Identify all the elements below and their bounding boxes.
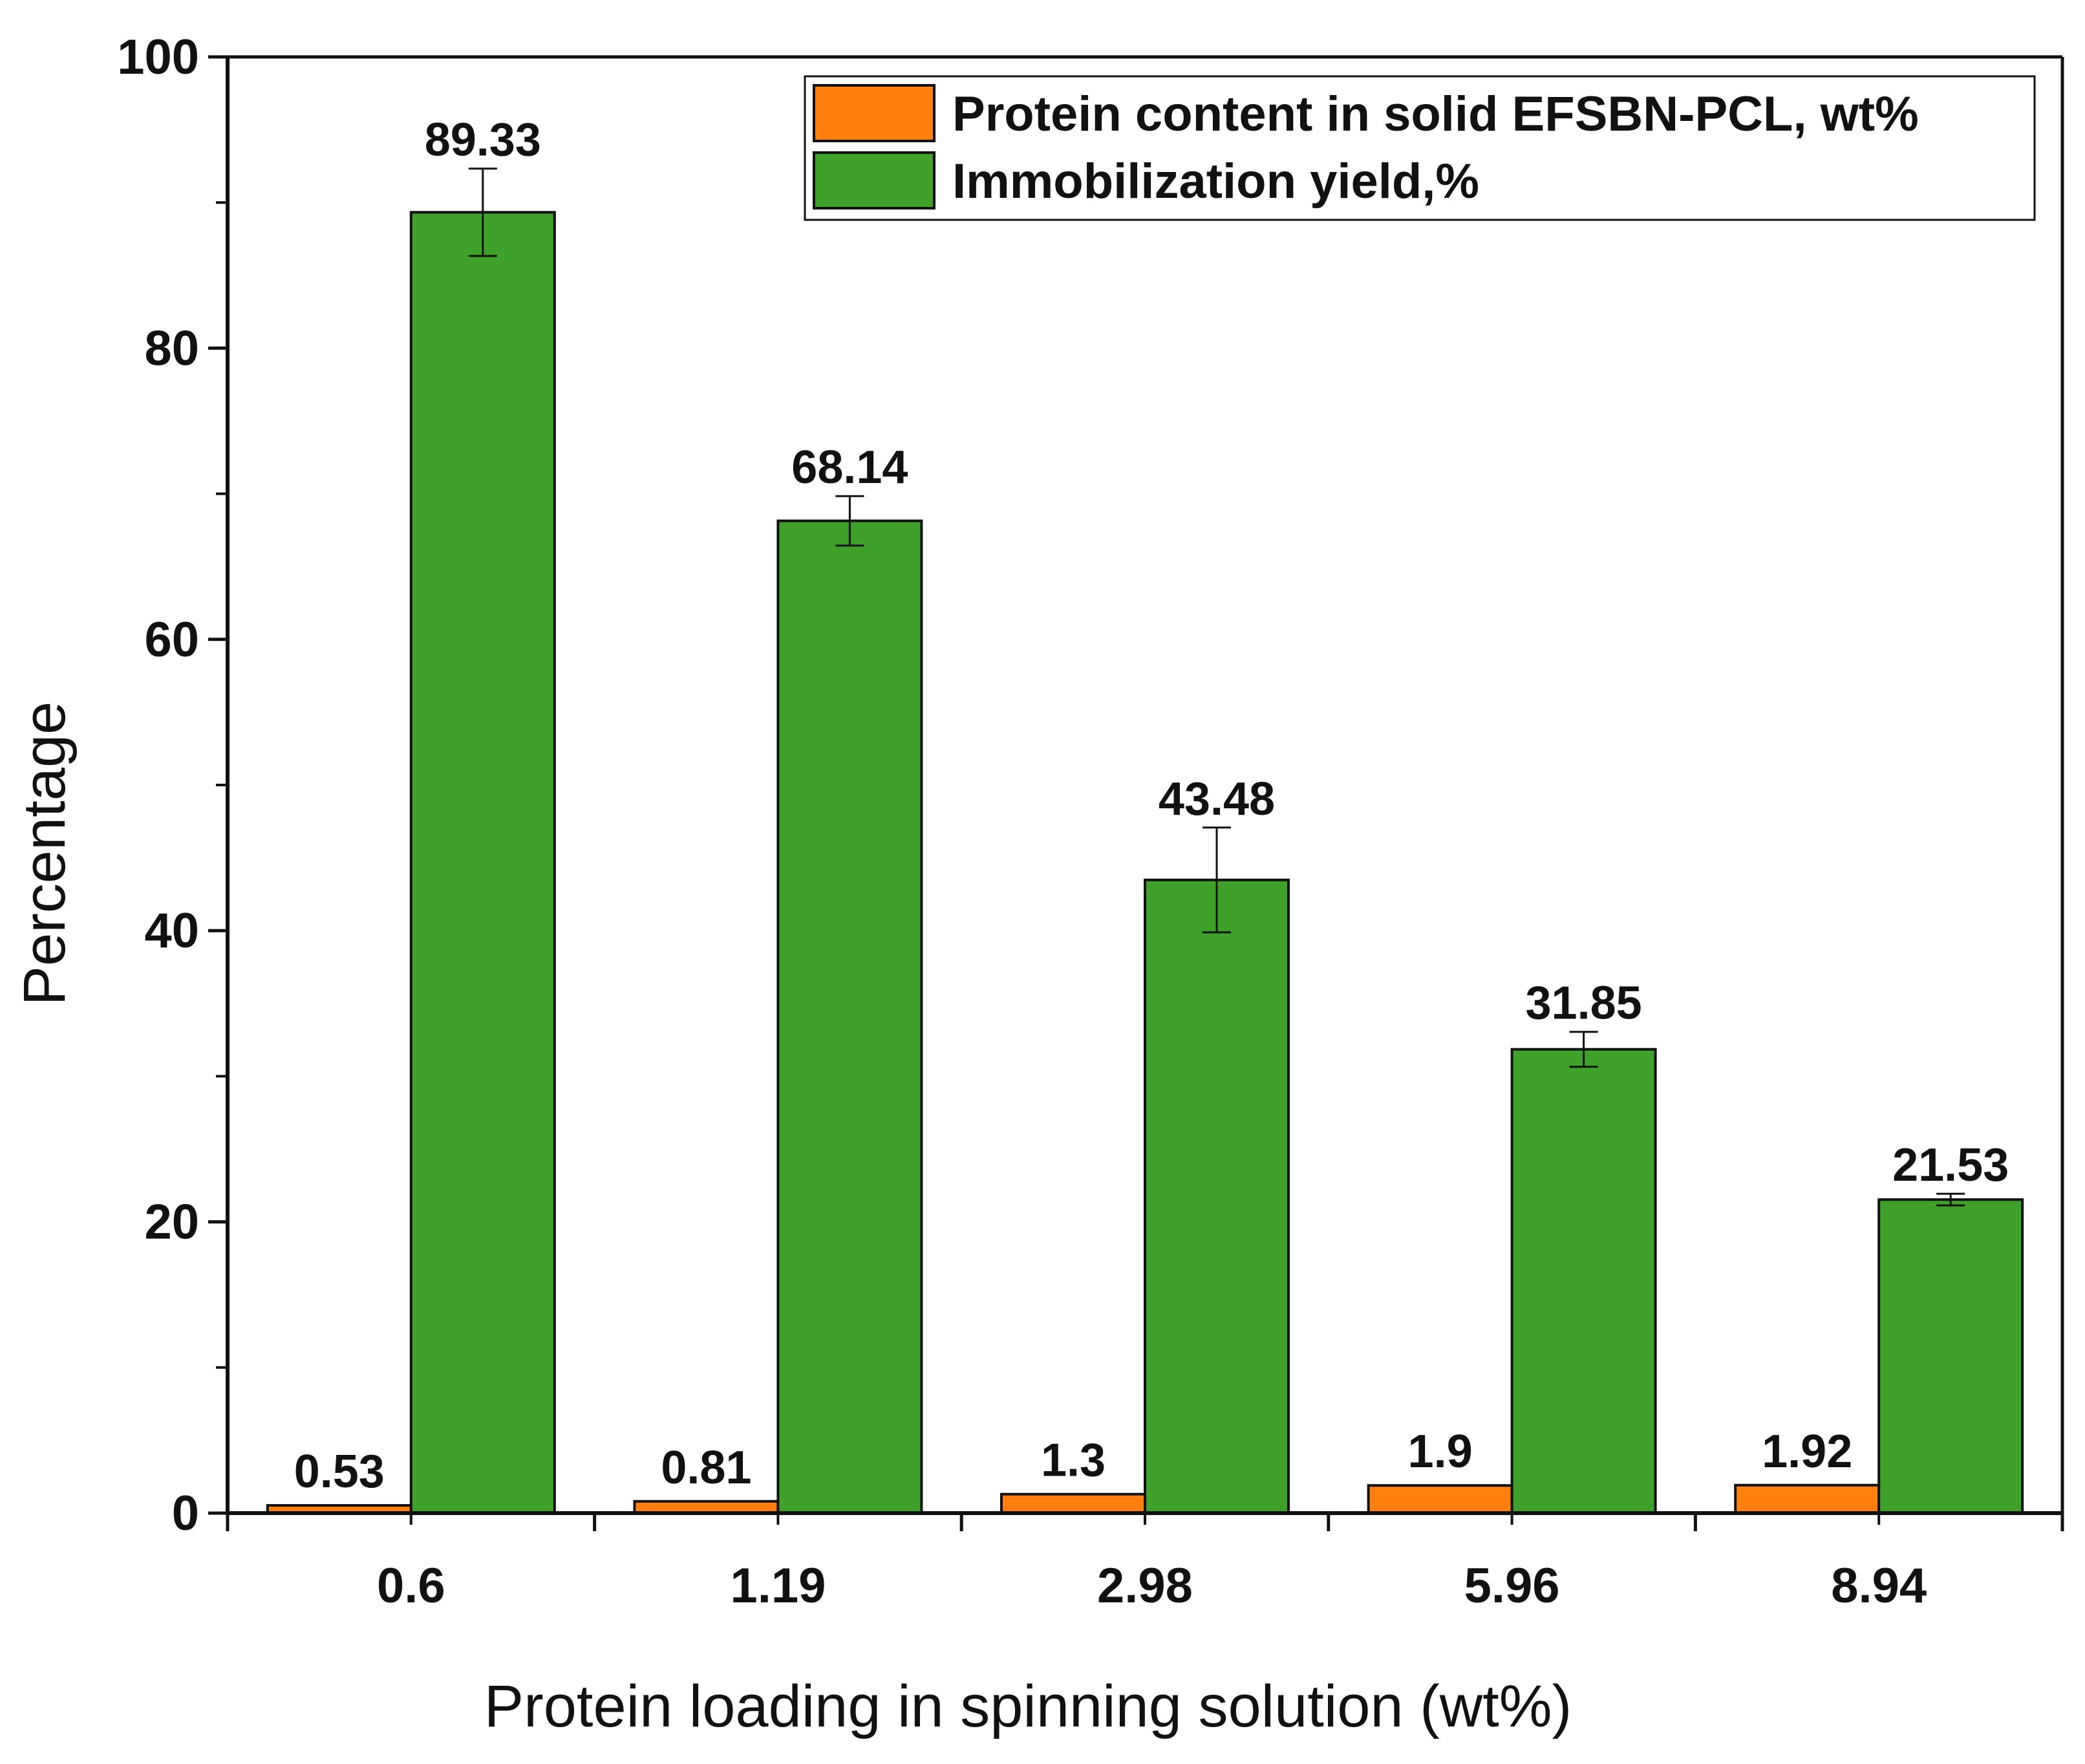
y-tick-label: 100 xyxy=(117,30,199,85)
x-tick-label: 5.96 xyxy=(1464,1558,1560,1613)
data-label: 89.33 xyxy=(425,114,541,166)
data-label: 1.3 xyxy=(1041,1435,1106,1487)
error-bars-layer xyxy=(468,167,1965,1207)
bar-protein-content xyxy=(1367,1484,1513,1514)
legend-box xyxy=(804,75,2036,221)
y-tick-label: 20 xyxy=(144,1195,199,1250)
axes-layer: 0 20 40 60 80 100 0.6 1.19 2.98 5.96 8.94 xyxy=(117,30,2064,1613)
x-axis-title: Protein loading in spinning solution (wt… xyxy=(484,1673,1572,1739)
bar-immobilization-yield xyxy=(1510,1048,1657,1515)
x-tick-label: 2.98 xyxy=(1097,1558,1193,1613)
data-label: 1.92 xyxy=(1762,1426,1852,1478)
data-label: 0.81 xyxy=(661,1442,751,1494)
data-label: 1.9 xyxy=(1408,1426,1473,1478)
bar-immobilization-yield xyxy=(409,211,556,1514)
legend-swatch xyxy=(813,84,936,142)
y-tick-label: 40 xyxy=(144,903,199,958)
x-tick-label: 8.94 xyxy=(1831,1558,1927,1613)
bar-immobilization-yield xyxy=(1877,1198,2024,1514)
legend-swatch xyxy=(813,151,936,210)
bar-protein-content xyxy=(1734,1483,1881,1515)
y-axis-title: Percentage xyxy=(12,702,78,1006)
bar-immobilization-yield xyxy=(776,519,923,1514)
y-tick-label: 80 xyxy=(144,321,199,376)
data-label: 21.53 xyxy=(1892,1139,2009,1191)
y-tick-label: 0 xyxy=(172,1486,199,1541)
x-tick-label: 0.6 xyxy=(377,1558,445,1613)
data-label: 0.53 xyxy=(294,1446,385,1498)
data-label: 68.14 xyxy=(791,442,908,493)
x-tick-label: 1.19 xyxy=(730,1558,826,1613)
data-label: 43.48 xyxy=(1159,773,1275,825)
bar-protein-content xyxy=(1000,1492,1146,1515)
legend-label: Protein content in solid EFSBN-PCL, wt% xyxy=(952,87,1919,142)
legend: Protein content in solid EFSBN-PCL, wt% I… xyxy=(804,75,2036,221)
y-tick-label: 60 xyxy=(144,612,199,667)
bars-layer xyxy=(266,211,2024,1515)
data-label: 31.85 xyxy=(1526,978,1642,1029)
legend-label: Immobilization yield,% xyxy=(952,154,1479,209)
bar-labels-layer: 0.53 89.33 0.81 68.14 1.3 43.48 1.9 31.85 1.92 21… xyxy=(294,114,2009,1498)
bar-immobilization-yield xyxy=(1144,878,1290,1515)
